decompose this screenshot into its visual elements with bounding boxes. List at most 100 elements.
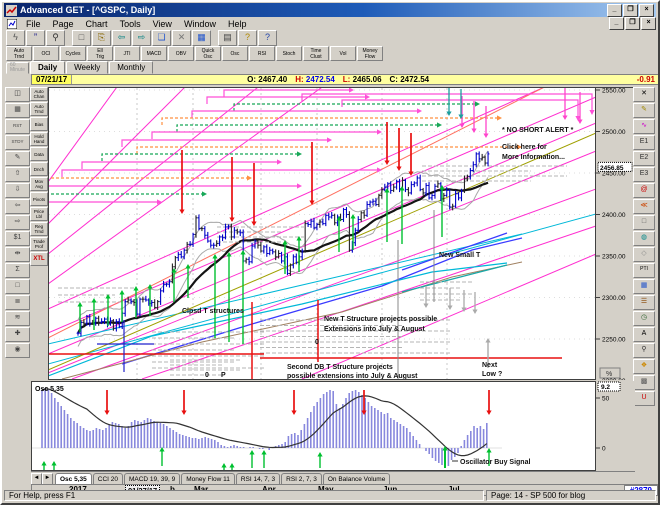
quote-page-icon[interactable]: ” bbox=[26, 30, 45, 46]
tool-button-bias[interactable]: Bias bbox=[30, 117, 48, 131]
period-tab-daily[interactable]: Daily bbox=[30, 61, 66, 74]
tool-button-auto-chan[interactable]: Auto Chan bbox=[30, 87, 48, 101]
tile-windows-icon[interactable]: ▦ bbox=[5, 103, 30, 118]
search-icon[interactable]: ⚲ bbox=[46, 30, 65, 46]
elliott-pencil-icon[interactable]: ✎ bbox=[5, 151, 30, 166]
pti-icon[interactable]: PTI bbox=[633, 263, 655, 278]
snapshot-icon[interactable]: ◉ bbox=[5, 343, 30, 358]
text-tool-icon[interactable]: A bbox=[633, 327, 655, 342]
tool-button-auto-trnd[interactable]: Auto Trnd bbox=[30, 102, 48, 116]
page-group-icon[interactable]: ⎘ bbox=[92, 30, 111, 46]
tool-button-mov-avg[interactable]: Mov Avg bbox=[30, 177, 48, 191]
crosshair-icon[interactable]: ✚ bbox=[5, 327, 30, 342]
child-minimize-button[interactable]: _ bbox=[609, 17, 624, 30]
reset-icon[interactable]: RST bbox=[5, 119, 30, 134]
elliott-wave-icon[interactable]: ∿ bbox=[633, 119, 655, 134]
ew-alt-3-icon[interactable]: E3 bbox=[633, 167, 655, 182]
tab-scroll-right-button[interactable]: ► bbox=[42, 472, 53, 485]
period-tab-weekly[interactable]: Weekly bbox=[66, 61, 109, 74]
tool-button-hold-hand[interactable]: Hold Hand bbox=[30, 132, 48, 146]
study-button-obv[interactable]: OBV bbox=[168, 46, 194, 61]
study-button-money-flow[interactable]: Money Flow bbox=[357, 46, 383, 61]
zoom-tool-icon[interactable]: ⚲ bbox=[633, 343, 655, 358]
chart-document-icon[interactable] bbox=[6, 18, 18, 29]
indicator-tab-osc-5-35[interactable]: Osc 5,35 bbox=[55, 472, 92, 485]
delete-chart-icon[interactable]: ✕ bbox=[172, 30, 191, 46]
close-x-icon[interactable]: ✕ bbox=[633, 87, 655, 102]
study-button-jti[interactable]: JTI bbox=[114, 46, 140, 61]
tool-button-pivots[interactable]: Pivots bbox=[30, 192, 48, 206]
grid-tool-icon[interactable]: ▦ bbox=[633, 279, 655, 294]
minimize-button[interactable]: _ bbox=[607, 3, 622, 17]
ellipse-tool-icon[interactable]: ◍ bbox=[633, 231, 655, 246]
indicator-tab-cci-20[interactable]: CCI 20 bbox=[92, 472, 123, 485]
period-tab-monthly[interactable]: Monthly bbox=[109, 61, 154, 74]
indicator-tab-rsi-14-7-3[interactable]: RSI 14, 7, 3 bbox=[235, 472, 281, 485]
close-button[interactable]: × bbox=[639, 3, 654, 17]
gann-lines-icon[interactable]: ≣ bbox=[5, 295, 30, 310]
tool-button-xtl[interactable]: XTL bbox=[30, 252, 48, 266]
compress-icon[interactable]: ⇹ bbox=[5, 247, 30, 262]
xtl-tool-icon[interactable]: ❖ bbox=[633, 359, 655, 374]
pattern-tool-icon[interactable]: ▩ bbox=[633, 375, 655, 390]
menu-page[interactable]: Page bbox=[52, 18, 74, 29]
sigma-scale-icon[interactable]: Σ bbox=[5, 263, 30, 278]
open-chart-icon[interactable]: ◫ bbox=[5, 87, 30, 102]
export-right-icon[interactable]: ⇨ bbox=[132, 30, 151, 46]
scroll-down-icon[interactable]: ⇩ bbox=[5, 183, 30, 198]
tool-button-reg-trnd[interactable]: Reg Trnd bbox=[30, 222, 48, 236]
chart-window-icon[interactable]: ❏ bbox=[152, 30, 171, 46]
data-feed-icon[interactable]: ϟ bbox=[6, 30, 25, 46]
menu-view[interactable]: View bbox=[152, 18, 172, 29]
study-button-cycles[interactable]: Cycles bbox=[60, 46, 86, 61]
time-marker-icon[interactable]: ◷ bbox=[633, 311, 655, 326]
menu-tools[interactable]: Tools bbox=[119, 18, 141, 29]
context-help-icon[interactable]: ? bbox=[258, 30, 277, 46]
price-chart-plot[interactable]: * NO SHORT ALERT * Click here for More Inf… bbox=[47, 60, 597, 384]
menu-window[interactable]: Window bbox=[183, 18, 216, 29]
ew-alt-1-icon[interactable]: E1 bbox=[633, 135, 655, 150]
dollar-scale-icon[interactable]: $1 bbox=[5, 231, 30, 246]
box-select-icon[interactable]: □ bbox=[5, 279, 30, 294]
period-tab-60-minute[interactable]: 60 Minute bbox=[6, 62, 30, 74]
gann-box-icon[interactable]: ◇ bbox=[633, 247, 655, 262]
indicator-tab-money-flow-11[interactable]: Money Flow 11 bbox=[181, 472, 235, 485]
tool-button-data[interactable]: Data bbox=[30, 147, 48, 161]
draw-pencil-icon[interactable]: ✎ bbox=[633, 103, 655, 118]
tool-button-trade-prof[interactable]: Trade Prof bbox=[30, 237, 48, 251]
study-button-vol[interactable]: Vol bbox=[330, 46, 356, 61]
indicator-tab-macd-19-39-9[interactable]: MACD 19, 39, 9 bbox=[123, 472, 181, 485]
study-button-rsi[interactable]: RSI bbox=[249, 46, 275, 61]
restore-button[interactable]: ❐ bbox=[623, 3, 638, 17]
study-button-oci[interactable]: OCI bbox=[33, 46, 59, 61]
help-icon[interactable]: ? bbox=[238, 30, 257, 46]
chart-grid-icon[interactable]: ▦ bbox=[192, 30, 211, 46]
scroll-left-icon[interactable]: ⇦ bbox=[5, 199, 30, 214]
study-button-macd[interactable]: MACD bbox=[141, 46, 167, 61]
auto-cycle-icon[interactable]: @ bbox=[633, 183, 655, 198]
indicator-tab-rsi-2-7-3[interactable]: RSI 2, 7, 3 bbox=[281, 472, 322, 485]
study-button-quick-osc[interactable]: Quick Osc bbox=[195, 46, 221, 61]
ew-alt-2-icon[interactable]: E2 bbox=[633, 151, 655, 166]
make-or-break-icon[interactable]: U bbox=[633, 391, 655, 406]
oscillator-panel[interactable]: Osc 5,35 Oscillator Buy Signal bbox=[31, 381, 596, 471]
child-close-button[interactable]: × bbox=[641, 17, 656, 30]
box-tool-icon[interactable]: □ bbox=[633, 215, 655, 230]
export-left-icon[interactable]: ⇦ bbox=[112, 30, 131, 46]
study-button-osc[interactable]: Osc bbox=[222, 46, 248, 61]
scroll-right-icon[interactable]: ⇨ bbox=[5, 215, 30, 230]
menu-help[interactable]: Help bbox=[227, 18, 247, 29]
menu-file[interactable]: File bbox=[26, 18, 41, 29]
study-icon[interactable]: STDY bbox=[5, 135, 30, 150]
print-icon[interactable]: ▤ bbox=[218, 30, 237, 46]
new-page-icon[interactable]: □ bbox=[72, 30, 91, 46]
mob-icon[interactable]: ☰ bbox=[633, 295, 655, 310]
study-button-auto-trnd[interactable]: Auto Trnd bbox=[6, 46, 32, 61]
tab-scroll-left-button[interactable]: ◄ bbox=[31, 472, 42, 485]
trend-lines-icon[interactable]: ≋ bbox=[5, 311, 30, 326]
tool-button-dnch[interactable]: Dnch bbox=[30, 162, 48, 176]
retracement-arrows-icon[interactable]: ≪ bbox=[633, 199, 655, 214]
study-button-stoch[interactable]: Stoch bbox=[276, 46, 302, 61]
study-button-ell-trig[interactable]: Ell Trig bbox=[87, 46, 113, 61]
indicator-tab-on-balance-volume[interactable]: On Balance Volume bbox=[322, 472, 391, 485]
